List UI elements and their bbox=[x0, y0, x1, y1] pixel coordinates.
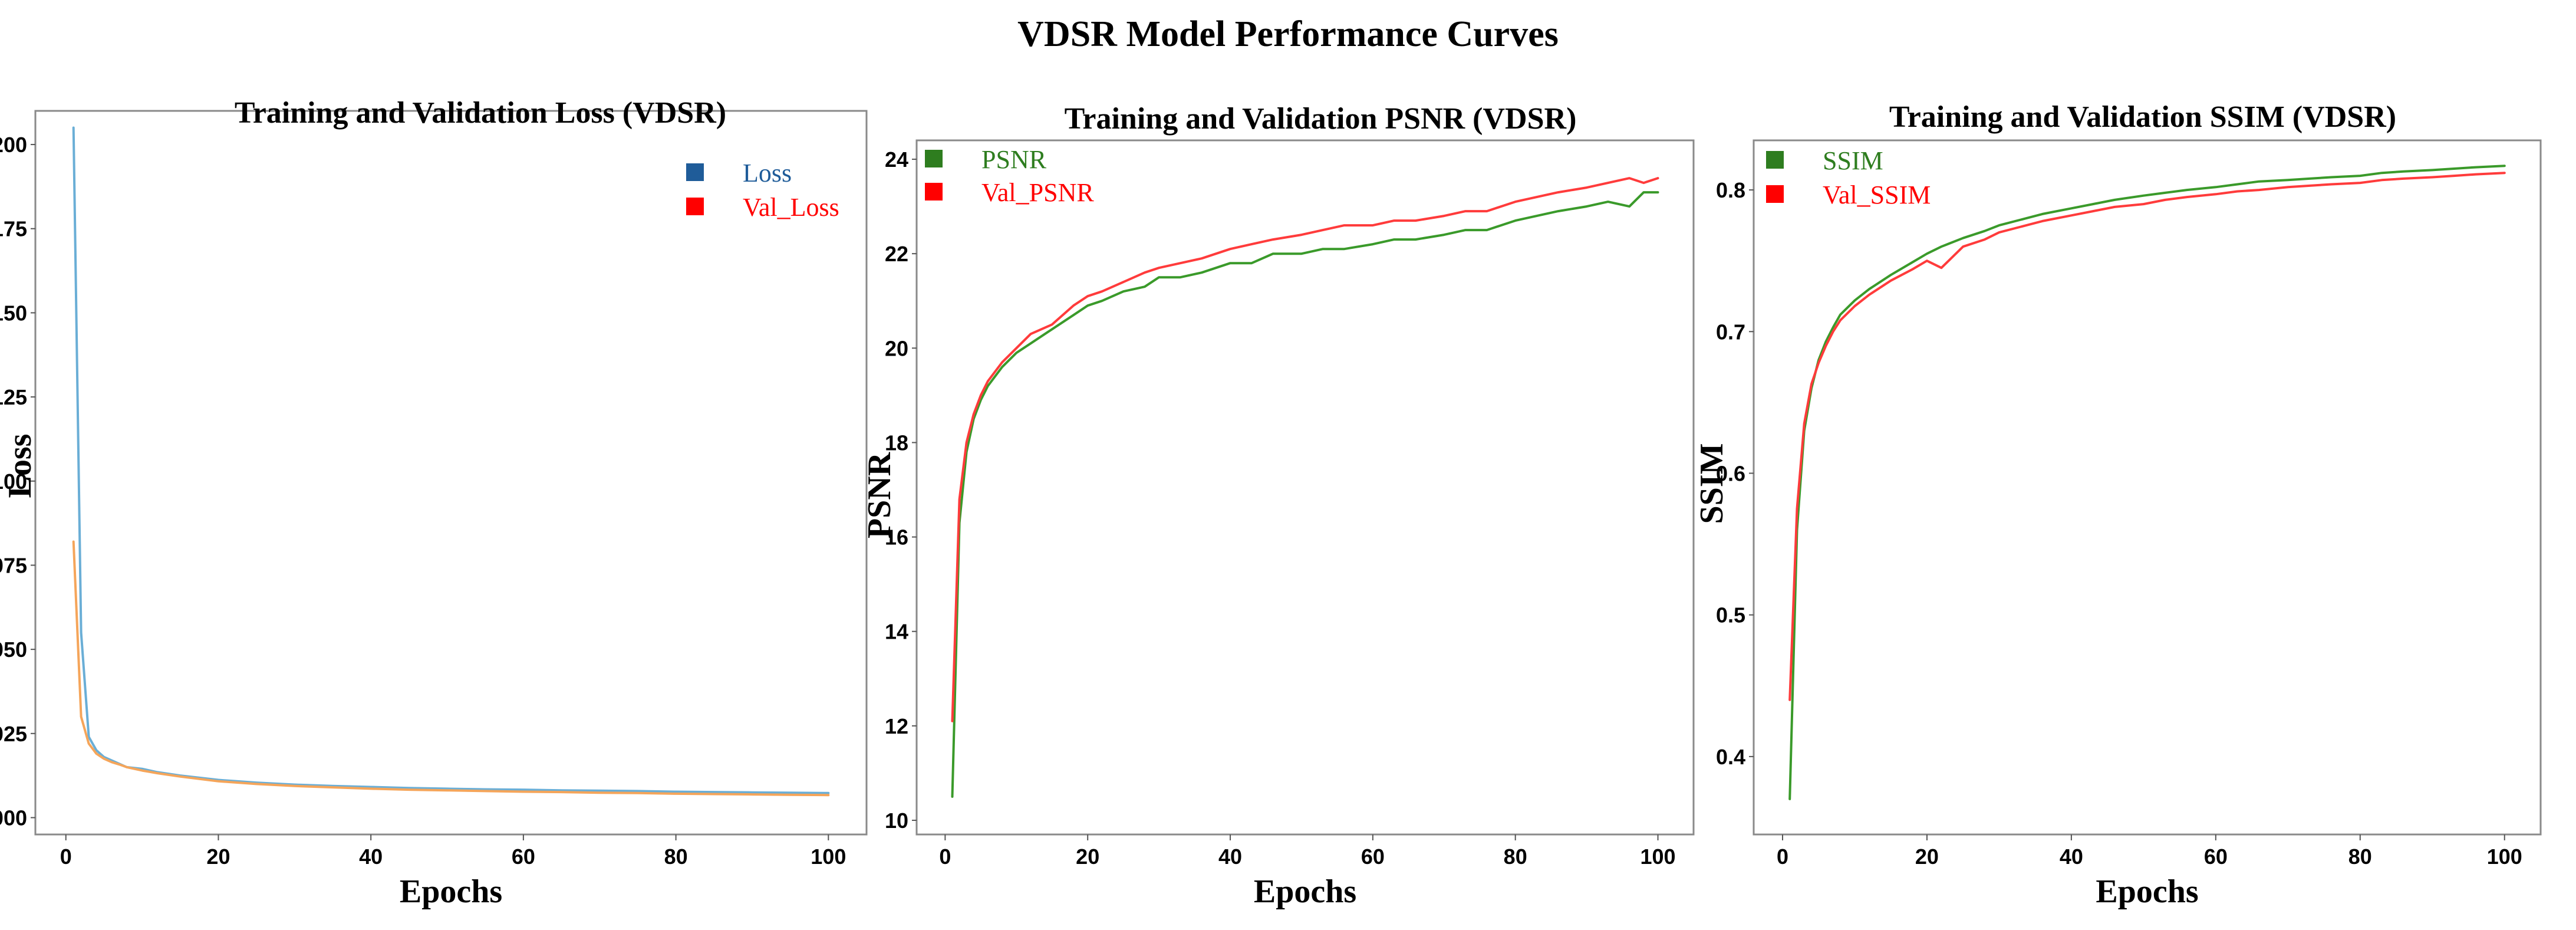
legend: PSNR Val_PSNR bbox=[925, 145, 1094, 207]
series-line-psnr bbox=[951, 191, 1659, 798]
y-tick-label: 0.150 bbox=[0, 301, 27, 325]
legend-marker bbox=[1766, 185, 1784, 203]
y-tick-label: 0.175 bbox=[0, 217, 27, 241]
legend-marker bbox=[925, 150, 943, 167]
x-tick-label: 20 bbox=[1915, 844, 1939, 869]
y-tick-label: 10 bbox=[885, 809, 908, 833]
x-tick-label: 60 bbox=[2204, 844, 2228, 869]
legend-marker bbox=[925, 183, 943, 201]
y-axis-label: Loss bbox=[2, 434, 38, 498]
series-line-ssim bbox=[1788, 165, 2506, 800]
x-tick-label: 0 bbox=[60, 844, 72, 869]
legend-label: SSIM bbox=[1823, 146, 1883, 175]
chart-panel-3: Training and Validation SSIM (VDSR) 0 20 40… bbox=[1694, 100, 2542, 910]
x-tick-label: 100 bbox=[811, 844, 846, 869]
chart-title: Training and Validation PSNR (VDSR) bbox=[1065, 102, 1577, 136]
legend: SSIM Val_SSIM bbox=[1766, 146, 1931, 209]
y-tick-label: 0.7 bbox=[1716, 320, 1745, 344]
y-tick-label: 0.100 bbox=[0, 469, 27, 494]
x-axis-label: Epochs bbox=[1254, 873, 1356, 910]
legend-marker bbox=[1766, 151, 1784, 169]
y-tick-label: 22 bbox=[885, 242, 908, 266]
y-tick-label: 18 bbox=[885, 431, 908, 455]
y-tick-label: 0.025 bbox=[0, 722, 27, 746]
legend-label: PSNR bbox=[981, 145, 1047, 174]
x-tick-label: 100 bbox=[2487, 844, 2522, 869]
figure-title: VDSR Model Performance Curves bbox=[1017, 14, 1559, 54]
x-tick-label: 80 bbox=[2348, 844, 2372, 869]
charts-container: Training and Validation Loss (VDSR) 0 20 40… bbox=[0, 96, 2542, 910]
legend-label: Val_PSNR bbox=[981, 178, 1094, 207]
y-tick-label: 0.075 bbox=[0, 553, 27, 577]
y-tick-label: 14 bbox=[885, 620, 908, 644]
y-tick-label: 12 bbox=[885, 714, 908, 738]
y-tick-label: 0.5 bbox=[1716, 603, 1745, 627]
y-tick-label: 0.4 bbox=[1716, 745, 1745, 769]
x-axis-label: Epochs bbox=[2096, 873, 2198, 910]
series-line-val-psnr bbox=[951, 177, 1659, 722]
x-tick-label: 20 bbox=[1076, 844, 1099, 869]
y-axis-label: PSNR bbox=[861, 452, 898, 538]
plot-frame bbox=[915, 139, 1695, 836]
y-tick-label: 0.8 bbox=[1716, 178, 1745, 202]
y-tick-label: 16 bbox=[885, 525, 908, 550]
x-tick-label: 0 bbox=[1777, 844, 1788, 869]
x-tick-label: 0 bbox=[939, 844, 951, 869]
plot-frame bbox=[34, 110, 868, 836]
x-tick-label: 60 bbox=[512, 844, 535, 869]
y-tick-label: 0.050 bbox=[0, 637, 27, 662]
y-tick-label: 0.125 bbox=[0, 385, 27, 409]
y-tick-label: 24 bbox=[885, 147, 908, 172]
x-tick-label: 20 bbox=[206, 844, 230, 869]
plot-frame bbox=[1753, 139, 2542, 836]
legend-label: Val_Loss bbox=[743, 193, 839, 222]
legend-label: Val_SSIM bbox=[1823, 180, 1931, 209]
chart-panel-1: Training and Validation Loss (VDSR) 0 20 40… bbox=[0, 96, 868, 910]
x-axis-label: Epochs bbox=[400, 873, 502, 910]
y-tick-label: 0.6 bbox=[1716, 461, 1745, 485]
series-line-val-loss bbox=[72, 540, 830, 797]
x-tick-label: 80 bbox=[1504, 844, 1527, 869]
x-tick-label: 40 bbox=[2060, 844, 2083, 869]
series-line-loss bbox=[72, 126, 830, 794]
y-tick-label: 0.200 bbox=[0, 133, 27, 157]
chart-title: Training and Validation Loss (VDSR) bbox=[235, 96, 726, 130]
x-tick-label: 40 bbox=[1218, 844, 1242, 869]
y-tick-label: 20 bbox=[885, 336, 908, 360]
x-tick-label: 100 bbox=[1641, 844, 1676, 869]
chart-panel-2: Training and Validation PSNR (VDSR) 0 20 40… bbox=[861, 102, 1695, 910]
chart-title: Training and Validation SSIM (VDSR) bbox=[1889, 100, 2396, 134]
legend-marker bbox=[686, 198, 704, 215]
y-axis-label: SSIM bbox=[1694, 443, 1730, 524]
x-tick-label: 60 bbox=[1361, 844, 1385, 869]
series-line-val-ssim bbox=[1788, 172, 2506, 701]
legend-marker bbox=[686, 163, 704, 181]
y-tick-label: 0.000 bbox=[0, 806, 27, 830]
x-tick-label: 40 bbox=[359, 844, 383, 869]
x-tick-label: 80 bbox=[664, 844, 688, 869]
legend-label: Loss bbox=[743, 159, 792, 188]
legend: Loss Val_Loss bbox=[686, 159, 839, 222]
